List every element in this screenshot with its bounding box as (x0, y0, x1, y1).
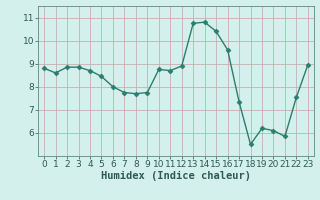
X-axis label: Humidex (Indice chaleur): Humidex (Indice chaleur) (101, 171, 251, 181)
